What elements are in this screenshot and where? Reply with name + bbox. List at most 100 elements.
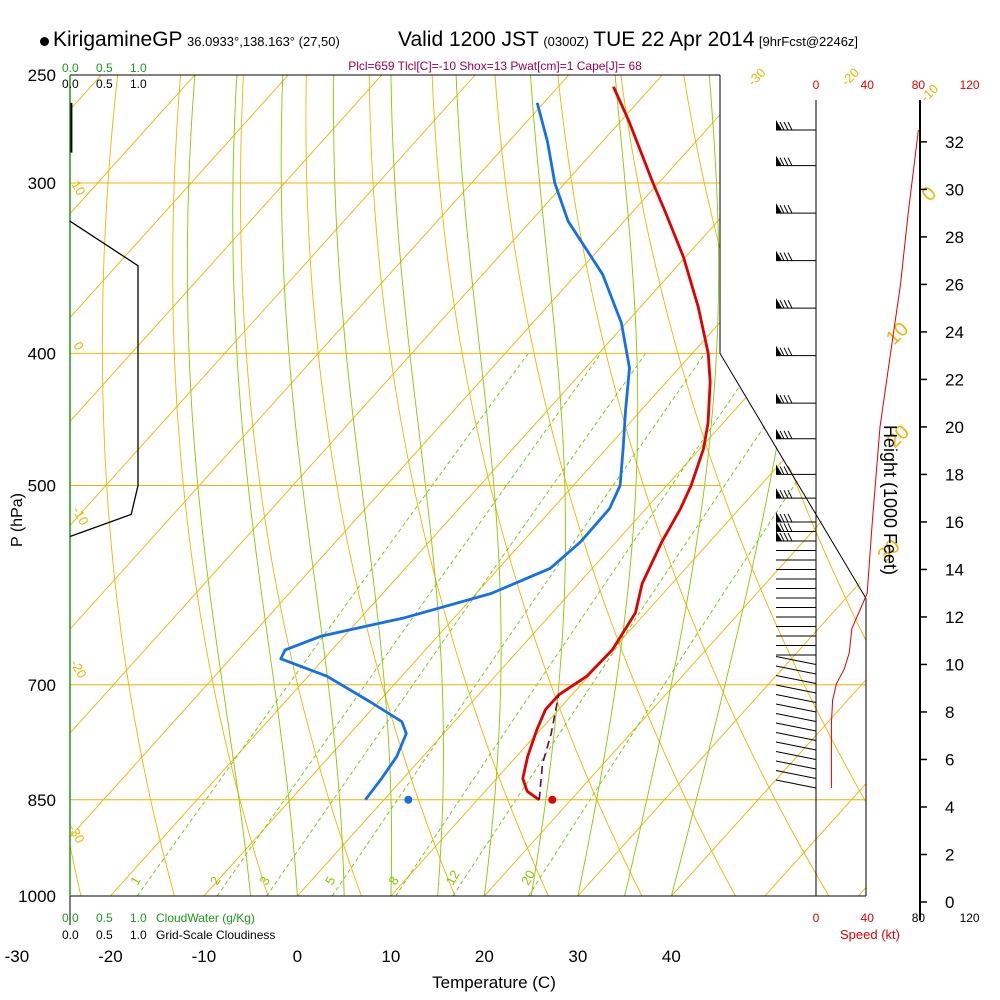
cloudiness-scale-label: Grid-Scale Cloudiness: [156, 928, 275, 942]
wind-barb: [776, 393, 816, 404]
temperature-tick-label: 30: [568, 947, 587, 966]
pressure-tick-label: 400: [28, 344, 56, 363]
wind-barb: [776, 155, 816, 167]
mixing-ratio-line: [452, 353, 815, 896]
mixing-ratio-label: 2: [207, 874, 224, 888]
mixing-ratio-label: 8: [385, 874, 402, 888]
moist-adiabat: [333, 75, 393, 896]
wind-barb-feather: [779, 204, 785, 214]
chart-title: KirigamineGP 36.0933°,138.163° (27,50): [40, 28, 340, 52]
wind-barb-feather: [787, 513, 793, 523]
pressure-tick-label: 500: [28, 477, 56, 496]
temperature-tick-label: -10: [192, 947, 217, 966]
mixing-ratio-line: [266, 353, 647, 896]
isotherm: [390, 75, 866, 896]
wind-barb-feather: [779, 430, 785, 440]
height-tick-label: 28: [945, 228, 964, 247]
cloudwater-scale-tick: 0.0: [62, 61, 79, 75]
pressure-tick-label: 1000: [18, 887, 56, 906]
valid-date: TUE 22 Apr 2014: [593, 28, 755, 51]
cloudwater-scale-label: CloudWater (g/Kg): [156, 911, 255, 925]
height-tick-label: 30: [945, 180, 964, 199]
height-tick-label: 24: [945, 323, 964, 342]
wind-barb-feather: [779, 532, 785, 542]
mixing-ratio-label: 1: [127, 874, 144, 888]
wind-barb-feather: [787, 204, 793, 214]
height-tick-label: 14: [945, 560, 964, 579]
isotherm: [70, 75, 383, 896]
wind-barb: [775, 665, 817, 675]
wind-barb-shaft: [775, 750, 817, 760]
temperature-line: [521, 86, 712, 801]
temperature-tick-label: -20: [98, 947, 123, 966]
wind-barb-feather: [783, 347, 789, 356]
wind-barb: [776, 428, 816, 440]
station-coords: 36.0933°,138.163° (27,50): [187, 34, 340, 49]
wind-barb-feather: [783, 299, 789, 309]
wind-barb-shaft: [775, 712, 817, 722]
wind-barb-feather: [783, 252, 789, 261]
wind-barb-feather: [783, 532, 789, 542]
dry-adiabat-label: -30: [65, 822, 87, 846]
wind-barb: [775, 655, 817, 665]
wind-barb-feather: [787, 466, 793, 475]
wind-barb: [776, 298, 816, 309]
wind-barb: [775, 684, 817, 694]
wind-barb-feather: [787, 489, 793, 499]
dry-adiabat: [172, 75, 269, 896]
wind-barb-shaft: [775, 674, 817, 684]
moist-adiabat: [232, 75, 298, 896]
wind-barb-pennant: [776, 120, 782, 130]
valid-utc: (0300Z): [543, 34, 589, 49]
dry-adiabat: [494, 75, 736, 896]
wind-barb-pennant: [776, 488, 782, 499]
surface-dewpoint-point: [404, 795, 413, 804]
parcel-path: [538, 694, 560, 800]
wind-barb: [776, 250, 816, 262]
wind-barb-feather: [787, 523, 793, 532]
wind-barb-feather: [779, 347, 785, 356]
wind-barb: [775, 722, 817, 732]
speed-tick-bottom: 40: [861, 911, 875, 925]
wind-barb-feather: [783, 204, 789, 214]
mixing-ratio-label: 3: [256, 874, 273, 888]
moist-adiabat: [186, 75, 252, 896]
wind-barb: [776, 464, 816, 475]
wind-barb-feather: [779, 252, 785, 261]
wind-barb-shaft: [775, 684, 817, 694]
height-tick-label: 22: [945, 370, 964, 389]
wind-barb-feather: [787, 430, 793, 440]
wind-barb-pennant: [776, 393, 782, 404]
cloudiness-scale-tick: 0.0: [62, 77, 79, 91]
wind-barb-pennant: [776, 464, 782, 475]
wind-barb-shaft: [775, 693, 817, 703]
height-tick-label: 16: [945, 513, 964, 532]
pressure-tick-label: 850: [28, 791, 56, 810]
wind-barb-shaft: [775, 655, 817, 665]
height-tick-label: 8: [945, 703, 954, 722]
wind-barb-shaft: [775, 779, 817, 789]
pressure-tick-label: 250: [28, 66, 56, 85]
cloudiness-scale-tick: 0.5: [96, 77, 113, 91]
wind-barb-shaft: [775, 703, 817, 713]
wind-barb-feather: [779, 466, 785, 475]
cloudwater-scale-tick-bottom: 0.0: [62, 911, 79, 925]
wind-barb-shaft: [775, 722, 817, 732]
wind-barb-feather: [783, 489, 789, 499]
y-axis-label: P (hPa): [9, 493, 26, 547]
wind-barb-pennant: [776, 511, 782, 522]
wind-barb-feather: [787, 157, 793, 166]
wind-barb-feather: [783, 394, 789, 404]
moist-adiabat: [280, 75, 345, 896]
dry-adiabat: [240, 75, 362, 896]
dry-adiabat: [809, 75, 866, 896]
wind-barb: [775, 750, 817, 760]
dry-adiabat: [101, 75, 175, 896]
x-axis-label: Temperature (C): [432, 973, 556, 992]
station-marker-icon: [40, 37, 49, 47]
dry-adiabat: [305, 75, 456, 896]
dry-adiabat: [431, 75, 643, 896]
cloudwater-scale-tick-bottom: 0.5: [96, 911, 113, 925]
wind-barb-pennant: [776, 298, 782, 309]
